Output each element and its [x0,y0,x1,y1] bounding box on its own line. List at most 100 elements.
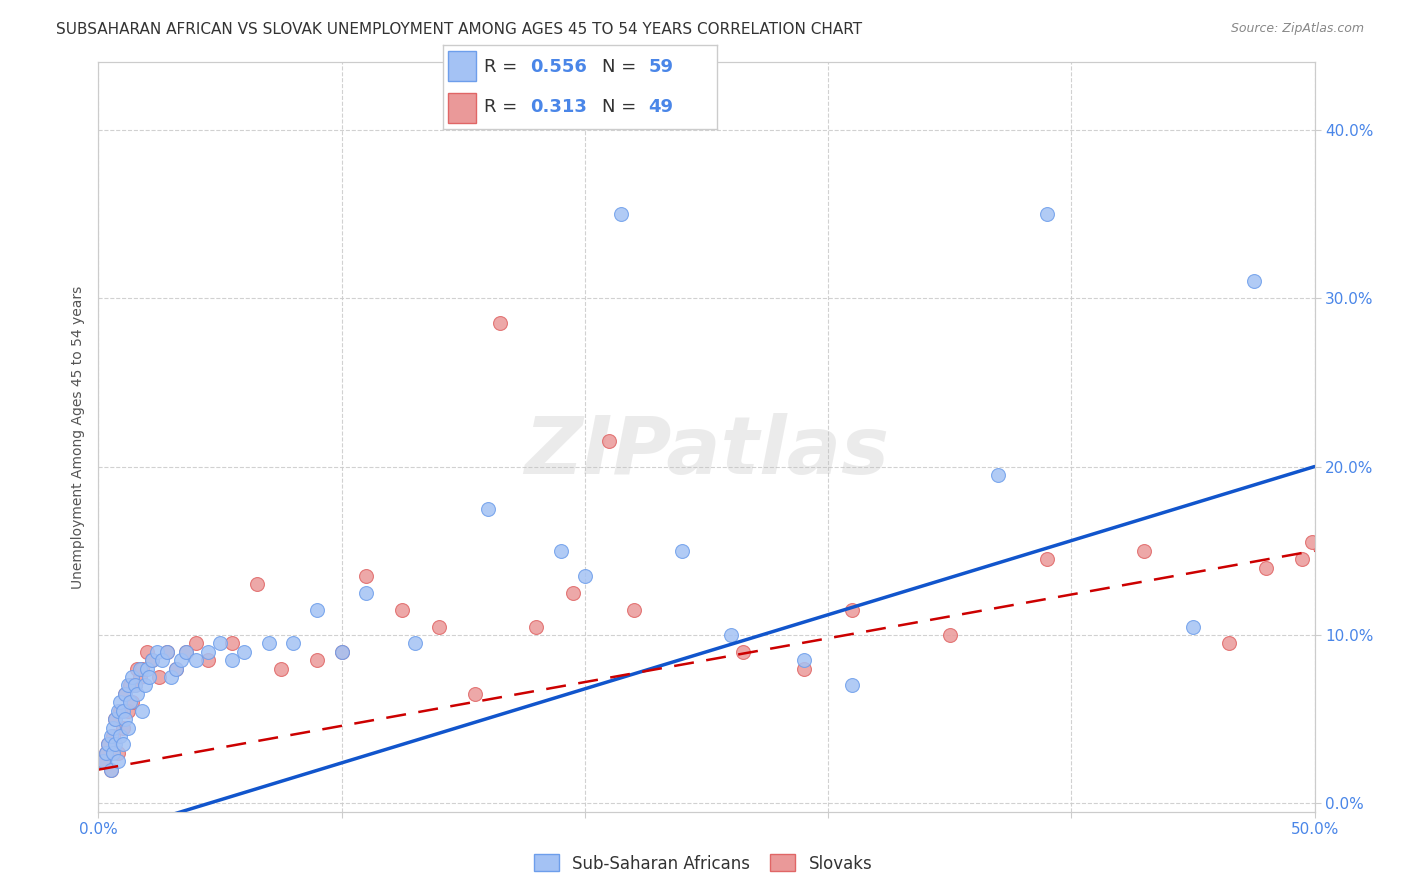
Text: ZIPatlas: ZIPatlas [524,413,889,491]
Text: SUBSAHARAN AFRICAN VS SLOVAK UNEMPLOYMENT AMONG AGES 45 TO 54 YEARS CORRELATION : SUBSAHARAN AFRICAN VS SLOVAK UNEMPLOYMEN… [56,22,862,37]
Point [1133,543,1156,558]
Point [281,636,304,650]
Point [150,653,173,667]
Point [610,207,633,221]
Point [1036,207,1059,221]
Point [165,662,187,676]
Point [94,746,117,760]
Point [427,619,450,633]
Y-axis label: Unemployment Among Ages 45 to 54 years: Unemployment Among Ages 45 to 54 years [70,285,84,589]
Point [233,645,256,659]
Text: 0.556: 0.556 [530,58,588,76]
Point [128,662,150,676]
Point [1254,560,1277,574]
Point [117,678,139,692]
Point [197,645,219,659]
Point [197,653,219,667]
Point [307,653,329,667]
Legend: Sub-Saharan Africans, Slovaks: Sub-Saharan Africans, Slovaks [527,847,879,880]
Point [524,619,547,633]
Point [111,721,134,735]
Point [100,763,122,777]
Point [117,704,139,718]
Point [134,678,156,692]
Point [155,645,177,659]
Point [141,653,163,667]
Point [128,670,150,684]
Point [354,586,377,600]
Point [131,704,153,718]
Point [118,695,141,709]
Point [110,695,132,709]
Point [138,670,160,684]
Point [731,645,754,659]
Point [270,662,292,676]
Point [221,636,243,650]
Point [97,737,120,751]
Point [104,712,127,726]
Point [100,729,122,743]
Point [793,653,815,667]
Point [131,662,153,676]
Point [101,746,124,760]
Point [114,687,136,701]
Point [174,645,197,659]
Point [404,636,426,650]
Point [170,653,193,667]
Point [1182,619,1205,633]
Point [477,501,499,516]
Point [330,645,353,659]
Text: R =: R = [484,98,523,116]
Point [111,737,134,751]
Point [141,653,163,667]
Point [148,670,170,684]
Point [354,569,377,583]
Point [1036,552,1059,566]
Point [100,763,122,777]
Point [245,577,267,591]
Text: N =: N = [602,58,643,76]
Point [118,678,141,692]
Point [939,628,962,642]
Point [209,636,232,650]
Point [561,586,583,600]
Point [221,653,243,667]
Point [841,678,863,692]
Point [598,434,620,449]
Point [257,636,280,650]
Bar [449,93,475,122]
Text: 59: 59 [648,58,673,76]
Point [623,602,645,616]
Point [841,602,863,616]
Point [110,729,132,743]
Point [391,602,413,616]
Point [114,712,136,726]
Bar [449,52,475,81]
Point [91,754,114,768]
Point [464,687,486,701]
Text: R =: R = [484,58,523,76]
Point [107,746,129,760]
Point [121,670,143,684]
Point [117,721,139,735]
Point [127,687,149,701]
Point [107,704,129,718]
Point [174,645,197,659]
Point [146,645,169,659]
Point [1243,274,1265,288]
Point [104,737,127,751]
Point [330,645,353,659]
Point [720,628,742,642]
Point [793,662,815,676]
Point [1218,636,1240,650]
Point [124,678,146,692]
Point [91,754,114,768]
Point [136,645,159,659]
Point [987,467,1010,482]
Point [104,712,127,726]
Point [114,687,136,701]
Text: Source: ZipAtlas.com: Source: ZipAtlas.com [1230,22,1364,36]
Point [574,569,596,583]
Point [111,704,134,718]
Point [94,746,117,760]
